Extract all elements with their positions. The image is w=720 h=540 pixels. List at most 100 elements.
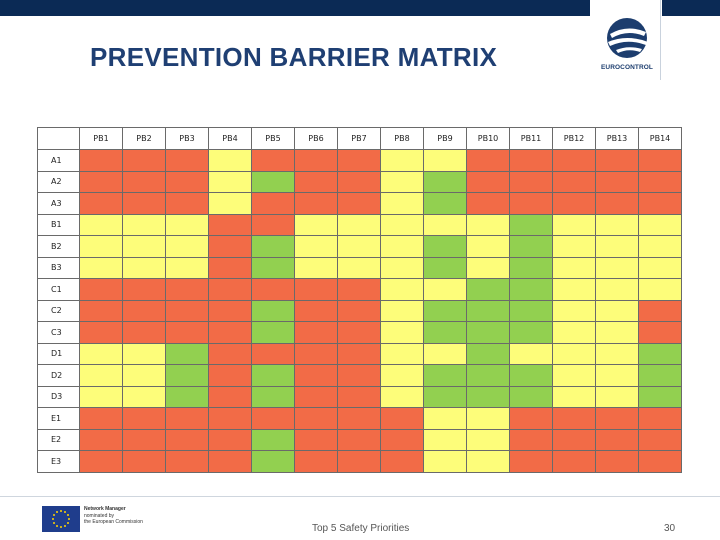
matrix-cell [337, 170, 381, 193]
row-header: B3 [37, 256, 80, 279]
matrix-cell [380, 321, 424, 344]
page-number: 30 [664, 523, 676, 534]
row-header: C3 [37, 321, 80, 344]
matrix-cell [552, 170, 596, 193]
matrix-cell [294, 342, 338, 365]
matrix-cell [595, 342, 639, 365]
matrix-cell [122, 428, 166, 451]
matrix-cell [638, 342, 682, 365]
matrix-cell [165, 192, 209, 215]
matrix-cell [79, 364, 123, 387]
matrix-cell [165, 278, 209, 301]
matrix-cell [165, 407, 209, 430]
top-bar-right [662, 0, 720, 16]
row-header: A1 [37, 149, 80, 172]
matrix-corner [37, 127, 80, 150]
matrix-cell [466, 170, 510, 193]
matrix-cell [466, 428, 510, 451]
matrix-cell [509, 278, 553, 301]
matrix-cell [294, 170, 338, 193]
column-header: PB8 [380, 127, 424, 150]
logo-divider [660, 0, 661, 80]
matrix-cell [251, 385, 295, 408]
matrix-cell [509, 149, 553, 172]
matrix-cell [337, 278, 381, 301]
matrix-cell [337, 385, 381, 408]
matrix-cell [509, 364, 553, 387]
matrix-cell [552, 278, 596, 301]
matrix-cell [122, 192, 166, 215]
matrix-cell [423, 192, 467, 215]
matrix-cell [638, 213, 682, 236]
matrix-cell [79, 213, 123, 236]
matrix-cell [79, 192, 123, 215]
matrix-cell [595, 428, 639, 451]
matrix-cell [552, 149, 596, 172]
row-header: E2 [37, 428, 80, 451]
matrix-cell [466, 342, 510, 365]
matrix-cell [79, 407, 123, 430]
matrix-cell [165, 342, 209, 365]
matrix-cell [595, 364, 639, 387]
matrix-cell [79, 235, 123, 258]
matrix-cell [79, 299, 123, 322]
matrix-cell [638, 278, 682, 301]
matrix-cell [552, 321, 596, 344]
matrix-row: C3 [37, 321, 682, 344]
matrix-cell [595, 256, 639, 279]
matrix-cell [552, 342, 596, 365]
matrix-cell [509, 213, 553, 236]
row-header: D2 [37, 364, 80, 387]
matrix-cell [509, 321, 553, 344]
matrix-cell [122, 256, 166, 279]
matrix-cell [251, 213, 295, 236]
matrix-cell [423, 235, 467, 258]
matrix-cell [552, 256, 596, 279]
matrix-cell [337, 192, 381, 215]
matrix-cell [122, 450, 166, 473]
matrix-cell [208, 364, 252, 387]
matrix-cell [208, 450, 252, 473]
matrix-cell [79, 428, 123, 451]
matrix-cell [380, 364, 424, 387]
matrix-cell [380, 385, 424, 408]
column-header: PB7 [337, 127, 381, 150]
column-header: PB3 [165, 127, 209, 150]
row-header: B1 [37, 213, 80, 236]
column-header: PB5 [251, 127, 295, 150]
matrix-cell [509, 235, 553, 258]
matrix-cell [165, 213, 209, 236]
matrix-cell [509, 342, 553, 365]
matrix-cell [466, 213, 510, 236]
page-title: PREVENTION BARRIER MATRIX [90, 42, 498, 72]
matrix-cell [79, 256, 123, 279]
matrix-cell [380, 342, 424, 365]
matrix-cell [208, 149, 252, 172]
matrix-cell [337, 213, 381, 236]
matrix-cell [294, 213, 338, 236]
matrix-cell [423, 407, 467, 430]
matrix-cell [595, 450, 639, 473]
matrix-cell [595, 385, 639, 408]
matrix-cell [79, 278, 123, 301]
matrix-cell [423, 428, 467, 451]
matrix-cell [294, 407, 338, 430]
matrix-cell [380, 149, 424, 172]
eu-line-3: the European Commission [84, 519, 143, 525]
column-header: PB14 [638, 127, 682, 150]
matrix-cell [294, 278, 338, 301]
matrix-cell [208, 299, 252, 322]
matrix-cell [595, 321, 639, 344]
matrix-cell [466, 256, 510, 279]
matrix-cell [509, 385, 553, 408]
matrix-row: B2 [37, 235, 682, 258]
matrix-cell [380, 428, 424, 451]
matrix-cell [380, 213, 424, 236]
matrix-cell [294, 450, 338, 473]
row-header: C2 [37, 299, 80, 322]
matrix-cell [423, 170, 467, 193]
matrix-row: E2 [37, 428, 682, 451]
matrix-cell [165, 170, 209, 193]
matrix-cell [423, 278, 467, 301]
matrix-cell [251, 170, 295, 193]
